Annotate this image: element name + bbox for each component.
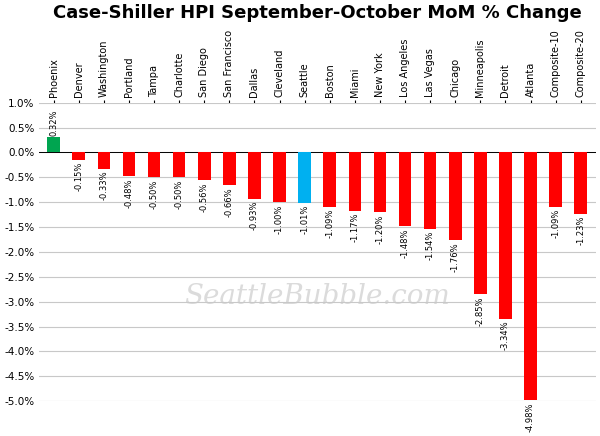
Bar bbox=[248, 153, 261, 199]
Bar bbox=[424, 153, 436, 229]
Text: -0.66%: -0.66% bbox=[225, 187, 234, 217]
Text: SeattleBubble.com: SeattleBubble.com bbox=[184, 283, 450, 310]
Bar bbox=[574, 153, 587, 214]
Text: -1.09%: -1.09% bbox=[551, 209, 560, 238]
Text: -1.20%: -1.20% bbox=[376, 214, 385, 244]
Text: -1.17%: -1.17% bbox=[350, 213, 359, 242]
Bar bbox=[148, 153, 160, 177]
Bar bbox=[474, 153, 487, 294]
Bar bbox=[349, 153, 361, 211]
Text: -0.48%: -0.48% bbox=[124, 178, 133, 208]
Bar bbox=[499, 153, 512, 319]
Text: -0.50%: -0.50% bbox=[175, 179, 184, 209]
Text: -2.85%: -2.85% bbox=[476, 296, 485, 326]
Bar bbox=[273, 153, 286, 202]
Bar bbox=[550, 153, 562, 207]
Text: -1.09%: -1.09% bbox=[325, 209, 334, 238]
Bar bbox=[73, 153, 85, 160]
Text: -1.48%: -1.48% bbox=[401, 228, 410, 258]
Text: -0.50%: -0.50% bbox=[149, 179, 158, 209]
Bar bbox=[98, 153, 110, 169]
Text: -1.76%: -1.76% bbox=[451, 242, 460, 272]
Text: -3.34%: -3.34% bbox=[501, 320, 510, 350]
Bar bbox=[399, 153, 412, 226]
Bar bbox=[298, 153, 311, 203]
Bar bbox=[47, 136, 60, 153]
Bar bbox=[173, 153, 185, 177]
Bar bbox=[122, 153, 135, 176]
Bar bbox=[449, 153, 461, 240]
Text: -1.23%: -1.23% bbox=[576, 216, 585, 245]
Text: -1.54%: -1.54% bbox=[425, 231, 434, 260]
Bar bbox=[323, 153, 336, 207]
Text: -4.98%: -4.98% bbox=[526, 402, 535, 432]
Text: -1.01%: -1.01% bbox=[300, 204, 309, 234]
Text: -0.93%: -0.93% bbox=[250, 201, 259, 230]
Title: Case-Shiller HPI September-October MoM % Change: Case-Shiller HPI September-October MoM %… bbox=[53, 4, 581, 22]
Bar bbox=[374, 153, 386, 212]
Text: -1.00%: -1.00% bbox=[275, 204, 284, 234]
Text: 0.32%: 0.32% bbox=[49, 109, 58, 136]
Bar bbox=[223, 153, 236, 185]
Text: -0.15%: -0.15% bbox=[74, 162, 83, 191]
Text: -0.56%: -0.56% bbox=[200, 182, 209, 212]
Bar bbox=[198, 153, 211, 181]
Bar bbox=[524, 153, 537, 400]
Text: -0.33%: -0.33% bbox=[100, 171, 109, 201]
